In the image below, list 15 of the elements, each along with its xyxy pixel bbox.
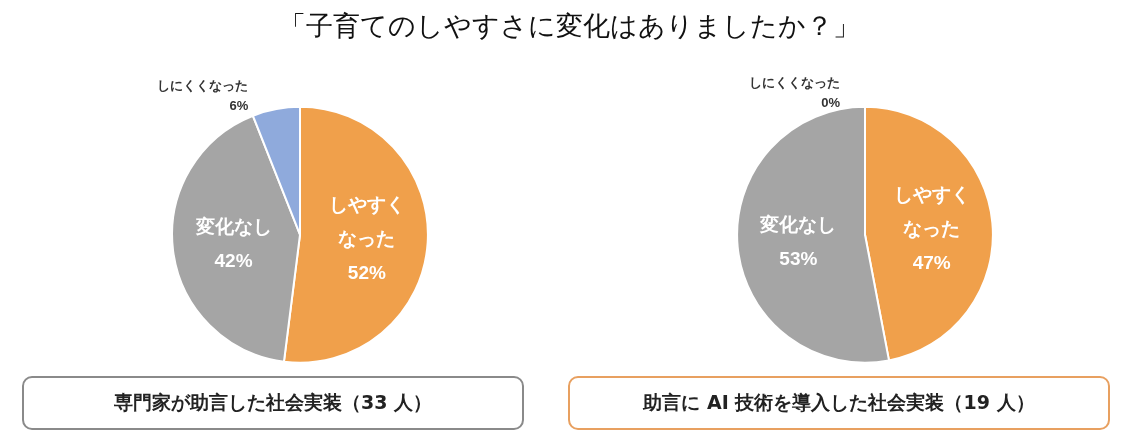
data-label: 42% bbox=[214, 249, 253, 271]
text: 0% bbox=[821, 95, 840, 111]
text: 助言に AI 技術を導入した社会実装（19 人） bbox=[568, 376, 1110, 430]
slice-label: しにくくなった bbox=[157, 77, 249, 93]
data-label: 47% bbox=[912, 251, 951, 273]
slice-label: しやすくなった bbox=[328, 194, 405, 250]
data-label: 6% bbox=[229, 97, 249, 113]
slice-label: しやすくなった bbox=[893, 183, 970, 239]
data-label: 52% bbox=[347, 262, 386, 284]
data-label: 53% bbox=[779, 247, 818, 269]
slice-label: 変化なし bbox=[194, 215, 272, 237]
slice-label: 変化なし bbox=[759, 213, 837, 235]
category-label: しにくくなった bbox=[749, 75, 840, 91]
text: 「子育てのしやすさに変化はありましたか？」 bbox=[277, 9, 861, 43]
text: 専門家が助言した社会実装（33 人） bbox=[22, 376, 524, 430]
